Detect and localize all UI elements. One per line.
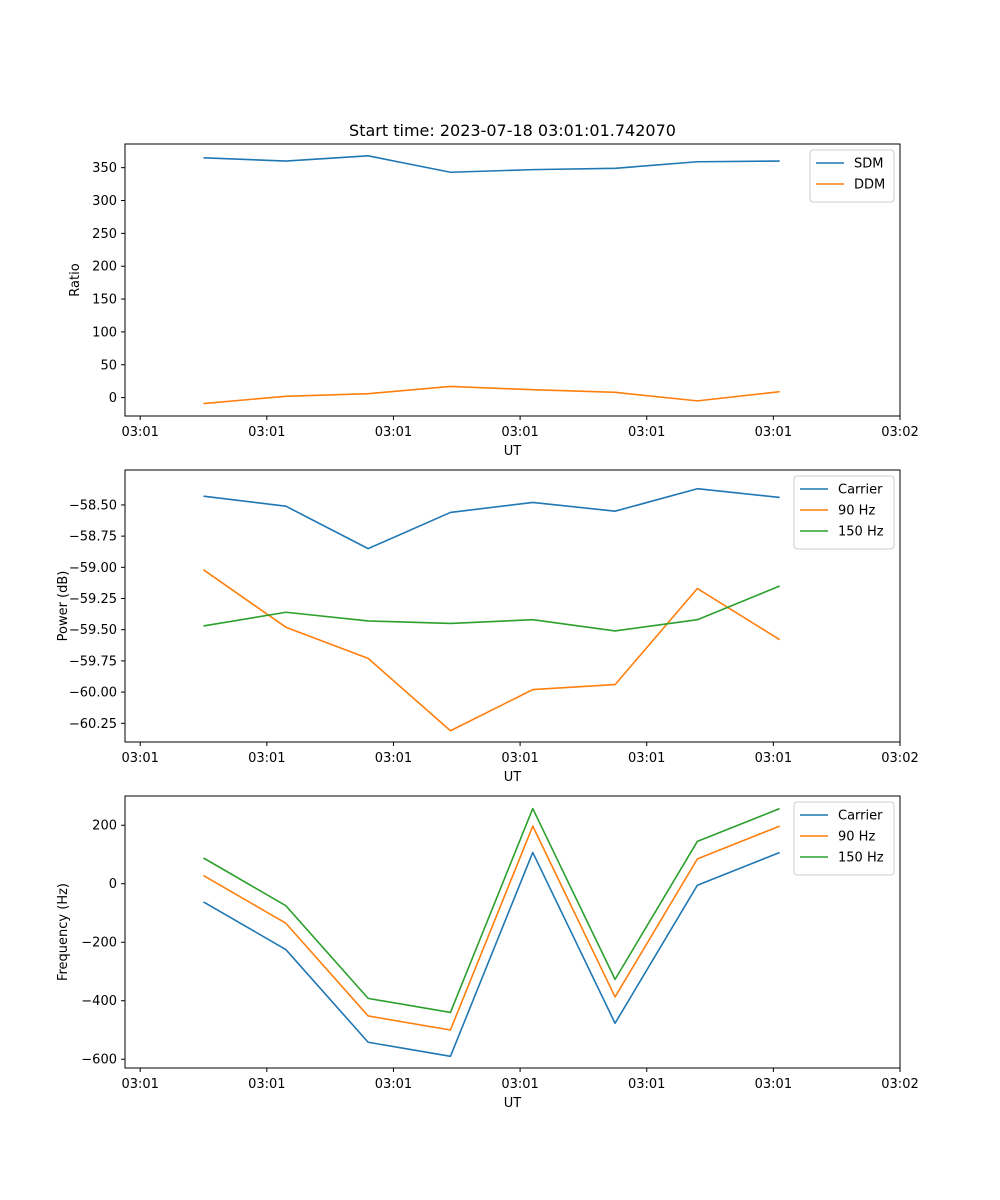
chart2-series-150-hz (203, 585, 781, 632)
chart1-series-ddm (203, 385, 780, 405)
chart1-y-tick-label: 200 (92, 260, 117, 275)
chart1-y-axis-label: Ratio (68, 263, 83, 296)
chart3-x-axis-label: UT (504, 1096, 522, 1111)
chart1-x-tick-label: 03:01 (248, 425, 285, 440)
chart1-y-tick-label: 350 (92, 161, 117, 176)
chart2-y-tick-label: −58.50 (69, 498, 117, 513)
chart3-x-tick-label: 03:01 (628, 1077, 665, 1092)
chart1-y-tick-label: 150 (92, 293, 117, 308)
chart2-x-tick-label: 03:01 (248, 751, 285, 766)
chart2-y-tick-label: −59.50 (69, 623, 117, 638)
chart1-x-tick-label: 03:01 (755, 425, 792, 440)
chart2-legend-label-carrier: Carrier (838, 483, 883, 498)
chart3-legend-label-150-hz: 150 Hz (838, 851, 884, 866)
chart2-y-tick-label: −59.25 (69, 592, 117, 607)
chart3-plot-frame (124, 795, 901, 1069)
chart3-x-tick-label: 03:01 (755, 1077, 792, 1092)
chart3-legend-label-90-hz: 90 Hz (838, 830, 875, 845)
panel-frequency: 03:01 03:01 03:01 03:01 03:01 03:01 03:02 −600 −… (56, 795, 919, 1111)
chart3-series-carrier (203, 851, 780, 1058)
chart2-x-tick-label: 03:01 (628, 751, 665, 766)
chart3-legend: Carrier 90 Hz 150 Hz (793, 801, 895, 876)
chart2-y-tick-label: −58.75 (69, 530, 117, 545)
chart1-series-sdm (203, 155, 780, 174)
chart3-y-tick-label: −400 (81, 994, 117, 1009)
chart3-x-tick-label: 03:01 (248, 1077, 285, 1092)
chart1-x-tick-label: 03:02 (881, 425, 918, 440)
chart3-y-axis-label: Frequency (Hz) (56, 883, 71, 981)
chart3-y-tick-label: −600 (81, 1053, 117, 1068)
chart1-title: Start time: 2023-07-18 03:01:01.742070 (349, 121, 676, 140)
chart2-x-axis-label: UT (504, 770, 522, 785)
chart2-series-90-hz (203, 569, 781, 732)
chart2-x-tick-label: 03:01 (755, 751, 792, 766)
chart2-series-carrier (203, 487, 780, 550)
chart2-x-tick-label: 03:02 (881, 751, 918, 766)
chart1-x-tick-label: 03:01 (628, 425, 665, 440)
chart1-legend: SDM DDM (809, 149, 895, 203)
chart1-y-tick-label: 250 (92, 227, 117, 242)
chart2-x-tick-label: 03:01 (375, 751, 412, 766)
chart2-plot-frame (124, 469, 901, 743)
chart2-y-tick-label: −60.00 (69, 686, 117, 701)
chart1-y-tick-label: 50 (100, 358, 117, 373)
chart1-x-tick-label: 03:01 (501, 425, 538, 440)
panel-power: 03:01 03:01 03:01 03:01 03:01 03:01 03:02 −60.2… (56, 469, 919, 785)
chart2-legend-label-90-hz: 90 Hz (838, 504, 875, 519)
chart1-y-tick-label: 300 (92, 194, 117, 209)
chart1-x-tick-label: 03:01 (121, 425, 158, 440)
chart3-y-tick-label: 200 (92, 819, 117, 834)
chart1-y-tick-label: 100 (92, 325, 117, 340)
chart2-x-tick-label: 03:01 (501, 751, 538, 766)
chart2-legend-label-150-hz: 150 Hz (838, 525, 884, 540)
chart2-y-tick-label: −60.25 (69, 717, 117, 732)
chart1-legend-label-ddm: DDM (854, 178, 885, 193)
chart3-series-90-hz (203, 825, 780, 1031)
chart1-y-tick-label: 0 (109, 391, 117, 406)
chart3-y-tick-label: −200 (81, 936, 117, 951)
chart2-legend: Carrier 90 Hz 150 Hz (793, 475, 895, 550)
chart3-x-tick-label: 03:01 (121, 1077, 158, 1092)
chart3-x-tick-label: 03:01 (375, 1077, 412, 1092)
chart3-y-tick-label: 0 (109, 877, 117, 892)
chart3-legend-label-carrier: Carrier (838, 809, 883, 824)
chart2-x-tick-label: 03:01 (121, 751, 158, 766)
chart2-y-tick-label: −59.75 (69, 654, 117, 669)
chart1-legend-label-sdm: SDM (854, 157, 883, 172)
chart3-x-tick-label: 03:01 (501, 1077, 538, 1092)
chart1-plot-frame (124, 143, 901, 417)
chart1-x-tick-label: 03:01 (375, 425, 412, 440)
chart1-x-axis-label: UT (504, 444, 522, 459)
panel-ratio: 03:01 03:01 03:01 03:01 03:01 03:01 03:02 0 50 10… (68, 121, 919, 459)
chart3-x-tick-label: 03:02 (881, 1077, 918, 1092)
chart2-y-tick-label: −59.00 (69, 561, 117, 576)
chart3-series-150-hz (203, 807, 780, 1014)
chart2-y-axis-label: Power (dB) (56, 571, 71, 642)
